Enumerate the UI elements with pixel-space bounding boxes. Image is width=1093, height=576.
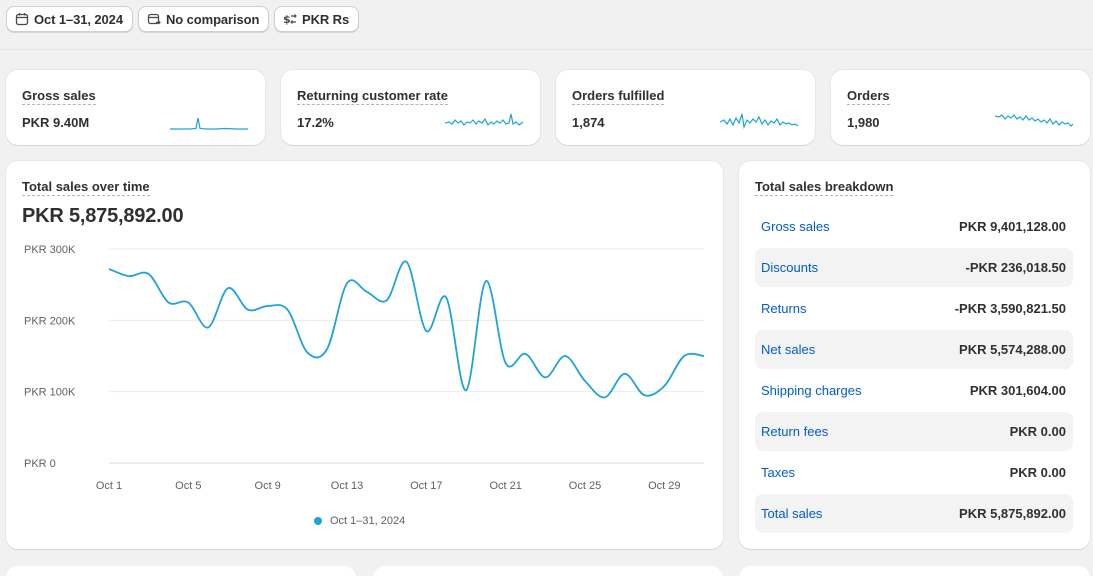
bottom-card <box>373 566 723 576</box>
total-sales-breakdown-card: Total sales breakdown Gross sales PKR 9,… <box>739 161 1090 549</box>
breakdown-label[interactable]: Return fees <box>761 424 829 439</box>
chart-title[interactable]: Total sales over time <box>22 179 150 196</box>
breakdown-value: PKR 5,875,892.00 <box>959 506 1066 521</box>
x-tick-label: Oct 29 <box>648 480 680 492</box>
sparkline-orders <box>995 114 1073 127</box>
y-tick-label: PKR 300K <box>24 244 76 256</box>
comparison-label: No comparison <box>166 11 260 27</box>
comparison-button[interactable]: No comparison <box>138 6 270 32</box>
filter-bar: Oct 1–31, 2024 No comparison $ PKR Rs <box>0 0 1093 50</box>
y-tick-label: PKR 100K <box>24 387 76 399</box>
breakdown-row-net-sales: Net sales PKR 5,574,288.00 <box>755 330 1073 369</box>
metric-card-orders[interactable]: Orders 1,980 <box>831 70 1090 145</box>
breakdown-label[interactable]: Gross sales <box>761 219 830 234</box>
sparkline-returning-customer-rate <box>445 113 523 127</box>
breakdown-label[interactable]: Returns <box>761 301 807 316</box>
legend-label: Oct 1–31, 2024 <box>330 515 406 527</box>
breakdown-label[interactable]: Discounts <box>761 260 819 275</box>
breakdown-value: -PKR 3,590,821.50 <box>954 301 1066 316</box>
series-line <box>108 260 705 399</box>
y-tick-label: PKR 0 <box>24 458 56 470</box>
metric-value: 1,980 <box>847 115 880 130</box>
x-tick-label: Oct 9 <box>255 480 281 492</box>
x-tick-label: Oct 5 <box>175 480 201 492</box>
sparkline-orders-fulfilled <box>720 113 798 130</box>
sales-line-chart[interactable]: PKR 0 PKR 100K PKR 200K PKR 300K Oct 1 Oct 5 O… <box>6 161 723 549</box>
breakdown-value: PKR 5,574,288.00 <box>959 342 1066 357</box>
chart-legend[interactable]: Oct 1–31, 2024 <box>314 515 405 527</box>
breakdown-label[interactable]: Taxes <box>761 465 795 480</box>
calendar-icon <box>15 13 29 26</box>
metric-title[interactable]: Returning customer rate <box>297 88 448 105</box>
metric-card-gross-sales[interactable]: Gross sales PKR 9.40M <box>6 70 265 145</box>
metric-card-orders-fulfilled[interactable]: Orders fulfilled 1,874 <box>556 70 815 145</box>
breakdown-label[interactable]: Total sales <box>761 506 823 521</box>
chart-total-value: PKR 5,875,892.00 <box>22 205 184 227</box>
breakdown-row-returns: Returns -PKR 3,590,821.50 <box>755 289 1073 328</box>
calendar-compare-icon <box>147 13 161 25</box>
breakdown-row-taxes: Taxes PKR 0.00 <box>755 453 1073 492</box>
breakdown-row-return-fees: Return fees PKR 0.00 <box>755 412 1073 451</box>
x-tick-label: Oct 17 <box>410 480 442 492</box>
bottom-card <box>739 566 1090 576</box>
metric-title[interactable]: Orders <box>847 88 890 105</box>
sparkline-gross-sales <box>170 117 248 130</box>
x-tick-label: Oct 13 <box>331 480 363 492</box>
total-sales-over-time-card: Total sales over time PKR 5,875,892.00 P… <box>6 161 723 549</box>
metric-title[interactable]: Gross sales <box>22 88 96 105</box>
y-tick-label: PKR 200K <box>24 315 76 327</box>
breakdown-row-shipping-charges: Shipping charges PKR 301,604.00 <box>755 371 1073 410</box>
x-tick-label: Oct 1 <box>96 480 122 492</box>
metric-title[interactable]: Orders fulfilled <box>572 88 665 105</box>
breakdown-value: PKR 301,604.00 <box>969 383 1066 398</box>
date-range-button[interactable]: Oct 1–31, 2024 <box>6 6 133 32</box>
breakdown-value: -PKR 236,018.50 <box>965 260 1066 275</box>
svg-text:$: $ <box>283 13 291 26</box>
breakdown-label[interactable]: Shipping charges <box>761 383 862 398</box>
breakdown-value: PKR 0.00 <box>1009 424 1066 439</box>
breakdown-row-gross-sales: Gross sales PKR 9,401,128.00 <box>755 207 1073 246</box>
metric-card-returning-customer-rate[interactable]: Returning customer rate 17.2% <box>281 70 540 145</box>
bottom-card <box>6 566 356 576</box>
x-tick-label: Oct 25 <box>569 480 601 492</box>
breakdown-label[interactable]: Net sales <box>761 342 816 357</box>
metric-value: 17.2% <box>297 115 334 130</box>
date-range-label: Oct 1–31, 2024 <box>34 11 123 27</box>
breakdown-row-total-sales: Total sales PKR 5,875,892.00 <box>755 494 1073 533</box>
breakdown-value: PKR 0.00 <box>1009 465 1066 480</box>
breakdown-title[interactable]: Total sales breakdown <box>755 179 894 196</box>
breakdown-row-discounts: Discounts -PKR 236,018.50 <box>755 248 1073 287</box>
legend-dot <box>314 517 322 525</box>
breakdown-value: PKR 9,401,128.00 <box>959 219 1066 234</box>
currency-label: PKR Rs <box>302 11 350 27</box>
currency-exchange-icon: $ <box>283 13 297 26</box>
metric-value: PKR 9.40M <box>22 115 90 130</box>
metric-value: 1,874 <box>572 115 605 130</box>
x-tick-label: Oct 21 <box>489 480 521 492</box>
currency-button[interactable]: $ PKR Rs <box>274 6 360 32</box>
